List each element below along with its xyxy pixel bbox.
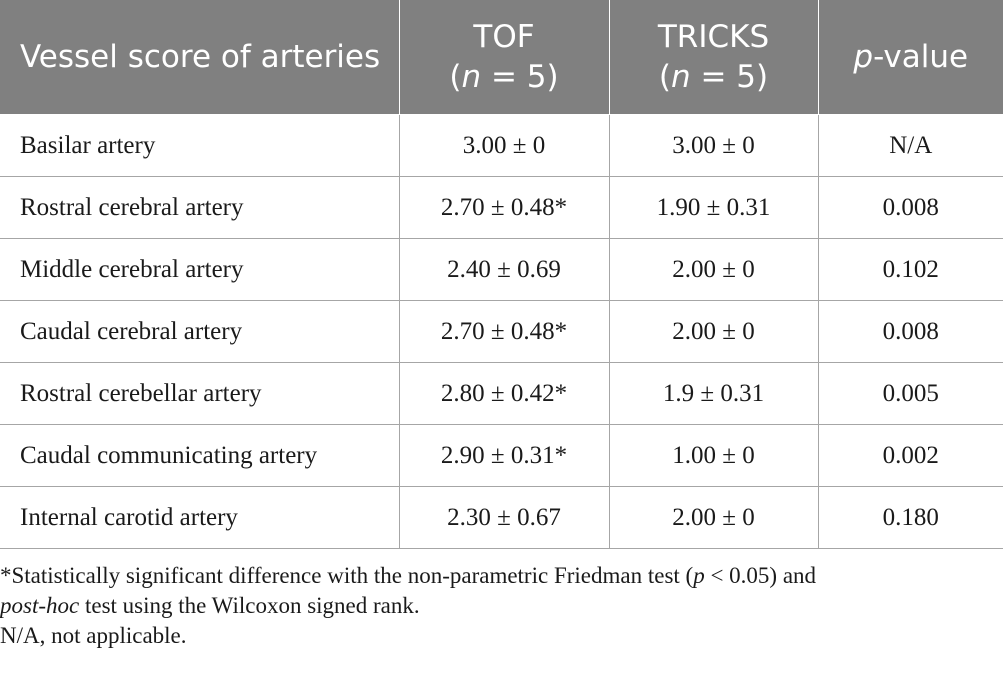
cell-tricks: 1.00 ± 0: [609, 424, 819, 487]
cell-artery: Middle cerebral artery: [0, 238, 400, 301]
cell-p-value: 0.180: [818, 486, 1003, 549]
footnote-p-variable: p: [693, 563, 705, 588]
table-row: Basilar artery 3.00 ± 0 3.00 ± 0 N/A: [0, 114, 1003, 177]
footnote-na: N/A, not applicable.: [0, 623, 187, 648]
cell-artery: Internal carotid artery: [0, 486, 400, 549]
table-row: Internal carotid artery 2.30 ± 0.67 2.00…: [0, 486, 1003, 549]
cell-tricks: 3.00 ± 0: [609, 114, 819, 177]
cell-tof: 3.00 ± 0: [399, 114, 610, 177]
cell-tricks: 2.00 ± 0: [609, 238, 819, 301]
header-tricks-n-variable: n: [670, 59, 691, 95]
cell-tricks: 1.90 ± 0.31: [609, 176, 819, 239]
cell-tricks: 2.00 ± 0: [609, 300, 819, 363]
table-row: Rostral cerebral artery 2.70 ± 0.48* 1.9…: [0, 176, 1003, 239]
table-row: Middle cerebral artery 2.40 ± 0.69 2.00 …: [0, 238, 1003, 301]
footnote-posthoc-italic: post-hoc: [0, 593, 80, 618]
header-tof-label: TOF: [473, 19, 535, 55]
vessel-score-table: Vessel score of arteries TOF (n = 5) TRIC…: [0, 0, 1003, 549]
cell-p-value: 0.102: [818, 238, 1003, 301]
cell-p-value: 0.008: [818, 176, 1003, 239]
cell-tof: 2.30 ± 0.67: [399, 486, 610, 549]
footnote-significance: *Statistically significant difference wi…: [0, 561, 1003, 591]
table-footnotes: *Statistically significant difference wi…: [0, 561, 1003, 651]
header-tof-n-variable: n: [461, 59, 482, 95]
cell-artery: Rostral cerebellar artery: [0, 362, 400, 425]
table-row: Rostral cerebellar artery 2.80 ± 0.42* 1…: [0, 362, 1003, 425]
cell-artery: Caudal communicating artery: [0, 424, 400, 487]
header-vessel-score: Vessel score of arteries: [0, 0, 400, 115]
header-tof: TOF (n = 5): [399, 0, 610, 115]
header-p-variable: p: [853, 39, 874, 75]
cell-tof: 2.70 ± 0.48*: [399, 300, 610, 363]
cell-p-value: 0.008: [818, 300, 1003, 363]
header-p-value: p-value: [818, 0, 1003, 115]
header-tricks: TRICKS (n = 5): [609, 0, 819, 115]
cell-p-value: 0.005: [818, 362, 1003, 425]
footnote-posthoc: post-hoc test using the Wilcoxon signed …: [0, 591, 1003, 621]
cell-p-value: N/A: [818, 114, 1003, 177]
table-row: Caudal cerebral artery 2.70 ± 0.48* 2.00…: [0, 300, 1003, 363]
cell-tricks: 1.9 ± 0.31: [609, 362, 819, 425]
header-tricks-n-value: = 5): [690, 59, 769, 95]
table-row: Caudal communicating artery 2.90 ± 0.31*…: [0, 424, 1003, 487]
cell-tof: 2.70 ± 0.48*: [399, 176, 610, 239]
footnote-significance-text-b: < 0.05) and: [704, 563, 817, 588]
cell-tof: 2.80 ± 0.42*: [399, 362, 610, 425]
results-table-container: Vessel score of arteries TOF (n = 5) TRIC…: [0, 0, 1003, 549]
cell-tof: 2.40 ± 0.69: [399, 238, 610, 301]
header-tricks-label: TRICKS: [657, 19, 770, 55]
cell-artery: Rostral cerebral artery: [0, 176, 400, 239]
header-tof-n-value: = 5): [481, 59, 559, 95]
cell-tof: 2.90 ± 0.31*: [399, 424, 610, 487]
cell-artery: Caudal cerebral artery: [0, 300, 400, 363]
footnote-posthoc-text: test using the Wilcoxon signed rank.: [79, 593, 420, 618]
footnote-significance-text-a: *Statistically significant difference wi…: [0, 563, 694, 588]
cell-artery: Basilar artery: [0, 114, 400, 177]
cell-p-value: 0.002: [818, 424, 1003, 487]
header-p-suffix: -value: [873, 39, 969, 75]
cell-tricks: 2.00 ± 0: [609, 486, 819, 549]
table-header-row: Vessel score of arteries TOF (n = 5) TRIC…: [0, 0, 1003, 115]
